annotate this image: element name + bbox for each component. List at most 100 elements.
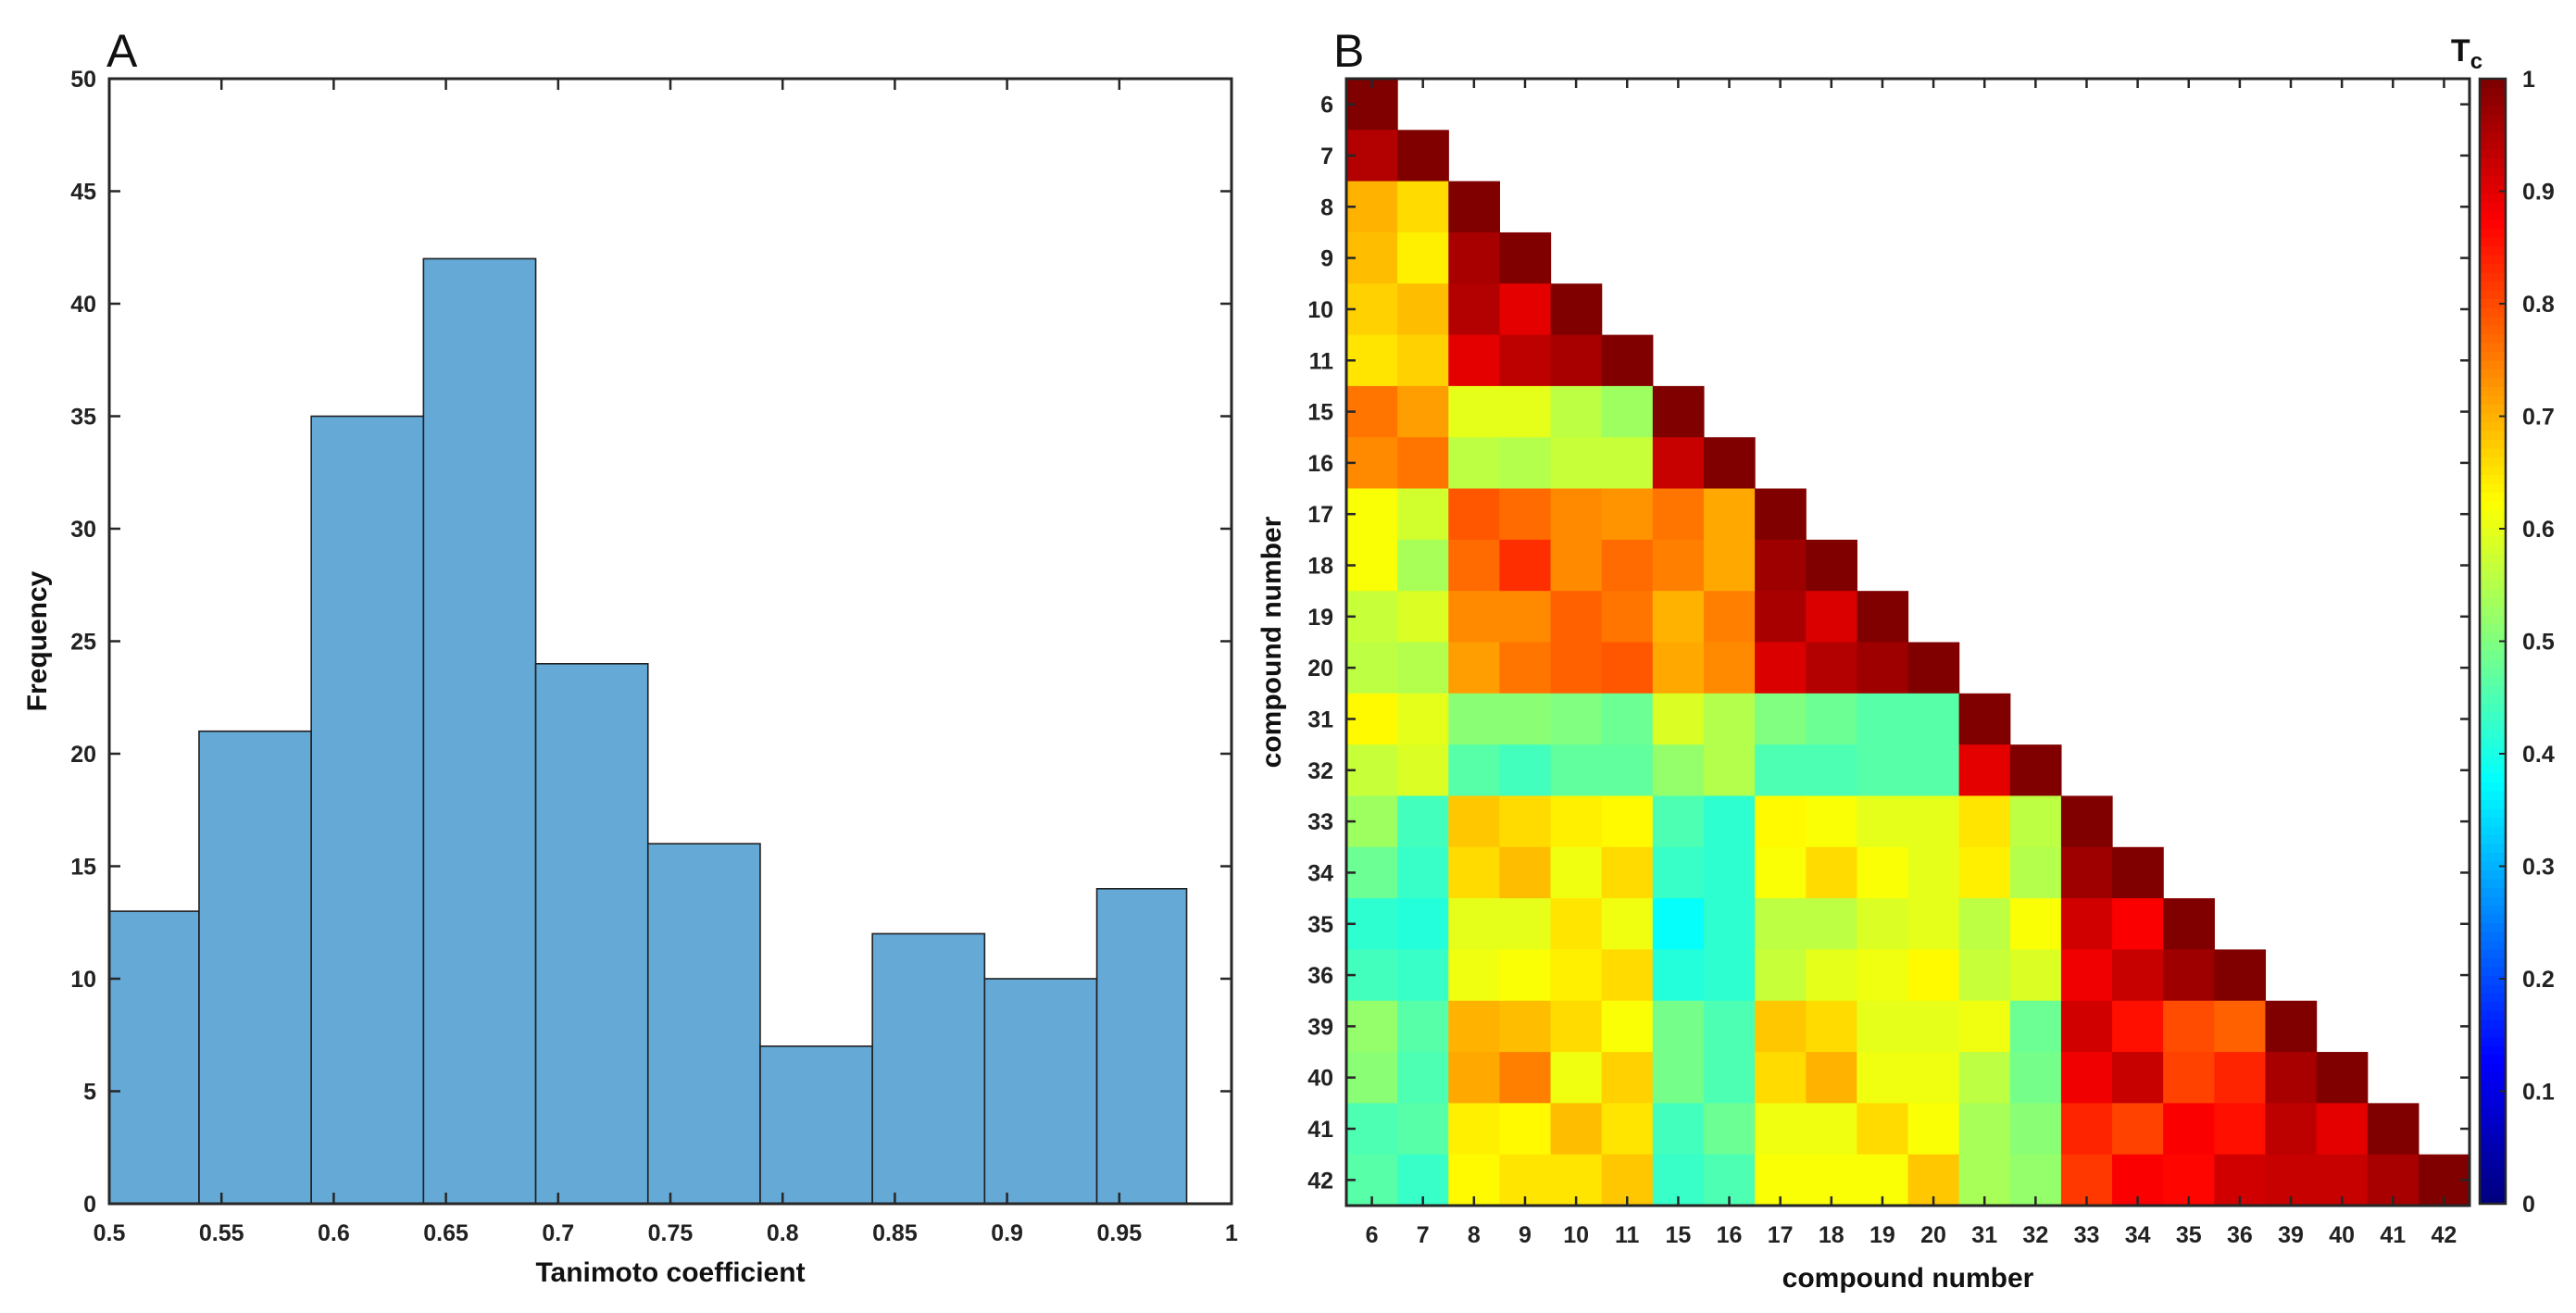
colorbar-segment bbox=[2480, 1019, 2506, 1029]
heatmap-cell bbox=[2163, 949, 2215, 1002]
heatmap-cell bbox=[2060, 1052, 2113, 1104]
heatmap-cell bbox=[1958, 1000, 2011, 1053]
heatmap-cell bbox=[1652, 795, 1705, 848]
heatmap-cell bbox=[1755, 591, 1807, 644]
heatmap-cell bbox=[1550, 846, 1603, 899]
heatmap-y-tick-label: 18 bbox=[1307, 554, 1333, 580]
heatmap-cell bbox=[1448, 1000, 1501, 1053]
heatmap-cell bbox=[1448, 488, 1501, 541]
heatmap-cell bbox=[1397, 846, 1449, 899]
colorbar-segment bbox=[2480, 306, 2506, 318]
heatmap-cell bbox=[1907, 795, 1960, 848]
heatmap-cell bbox=[1397, 283, 1449, 336]
heatmap-cell bbox=[1755, 693, 1807, 745]
colorbar-segment bbox=[2480, 649, 2506, 660]
colorbar-segment bbox=[2480, 852, 2506, 862]
colorbar-segment bbox=[2480, 518, 2506, 528]
colorbar-segment bbox=[2480, 1001, 2506, 1011]
heatmap-cell bbox=[1601, 744, 1654, 797]
heatmap-cell bbox=[1907, 898, 1960, 951]
heatmap-cell bbox=[2112, 1103, 2164, 1156]
heatmap-cell bbox=[1703, 1052, 1756, 1104]
heatmap-y-tick-label: 40 bbox=[1307, 1066, 1333, 1092]
heatmap-cell bbox=[1652, 846, 1705, 899]
colorbar-segment bbox=[2480, 1089, 2506, 1099]
colorbar-segment bbox=[2480, 298, 2506, 308]
colorbar-segment bbox=[2480, 615, 2506, 625]
histogram-y-tick-label: 20 bbox=[70, 742, 96, 768]
heatmap-cell bbox=[1755, 898, 1807, 951]
colorbar-segment bbox=[2480, 404, 2506, 414]
colorbar-segment bbox=[2480, 113, 2506, 124]
histogram-x-tick-label: 0.8 bbox=[767, 1220, 799, 1246]
heatmap-x-tick-label: 7 bbox=[1417, 1222, 1430, 1248]
colorbar-segment bbox=[2480, 878, 2506, 889]
heatmap-cell bbox=[1755, 539, 1807, 592]
histogram-x-tick-label: 0.95 bbox=[1096, 1220, 1142, 1246]
heatmap-cell bbox=[1499, 488, 1552, 541]
histogram-x-tick-label: 0.6 bbox=[318, 1220, 350, 1246]
heatmap-cell bbox=[1755, 1052, 1807, 1104]
heatmap-cell bbox=[1499, 693, 1552, 745]
colorbar-segment bbox=[2480, 948, 2506, 959]
histogram-bar bbox=[534, 662, 649, 1205]
heatmap-cell bbox=[1907, 949, 1960, 1002]
heatmap-cell bbox=[2009, 795, 2062, 848]
heatmap-cell bbox=[2163, 1052, 2215, 1104]
heatmap-y-tick-label: 32 bbox=[1307, 758, 1333, 784]
colorbar-tick-label: 0.7 bbox=[2522, 405, 2555, 431]
colorbar-segment bbox=[2480, 931, 2506, 942]
heatmap-cell bbox=[1601, 846, 1654, 899]
heatmap-cell bbox=[1550, 1103, 1603, 1156]
heatmap-cell bbox=[1806, 1103, 1857, 1156]
colorbar-segment bbox=[2480, 228, 2506, 238]
histogram-bar bbox=[646, 843, 761, 1205]
heatmap-cell bbox=[1601, 385, 1654, 438]
colorbar-segment bbox=[2480, 905, 2506, 915]
colorbar-segment bbox=[2480, 597, 2506, 607]
heatmap-y-tick-label: 42 bbox=[1307, 1168, 1333, 1194]
colorbar-segment bbox=[2480, 474, 2506, 484]
histogram-y-tick-label: 0 bbox=[83, 1192, 96, 1218]
heatmap-cell bbox=[1550, 283, 1603, 336]
heatmap-cell bbox=[1907, 846, 1960, 899]
heatmap-y-tick-label: 7 bbox=[1320, 144, 1333, 169]
heatmap-y-tick-label: 36 bbox=[1307, 963, 1333, 989]
heatmap-cell bbox=[1448, 591, 1501, 644]
heatmap-cell bbox=[1652, 1103, 1705, 1156]
heatmap-y-tick-label: 6 bbox=[1320, 93, 1333, 119]
colorbar-segment bbox=[2480, 386, 2506, 396]
heatmap-cell bbox=[2009, 846, 2062, 899]
heatmap-x-tick-label: 31 bbox=[1971, 1222, 1997, 1248]
colorbar-segment bbox=[2480, 895, 2506, 907]
histogram-bar bbox=[871, 932, 986, 1205]
heatmap-cell bbox=[1601, 898, 1654, 951]
heatmap-cell bbox=[1703, 949, 1756, 1002]
heatmap-cell bbox=[1448, 231, 1501, 284]
colorbar-segment bbox=[2480, 236, 2506, 247]
heatmap-y-tick-label: 41 bbox=[1307, 1117, 1333, 1143]
heatmap-y-tick-label: 35 bbox=[1307, 912, 1333, 938]
colorbar-segment bbox=[2480, 95, 2506, 106]
heatmap-cell bbox=[1652, 591, 1705, 644]
heatmap-cell bbox=[1397, 539, 1449, 592]
heatmap-x-tick-label: 41 bbox=[2380, 1222, 2406, 1248]
histogram-x-tick-label: 1 bbox=[1225, 1220, 1238, 1246]
heatmap-x-tick-label: 35 bbox=[2176, 1222, 2202, 1248]
colorbar-title-main: T bbox=[2451, 33, 2470, 69]
heatmap-cell bbox=[2265, 1103, 2318, 1156]
heatmap-cell bbox=[1652, 488, 1705, 541]
heatmap-cell bbox=[2163, 1103, 2215, 1156]
heatmap-cell bbox=[1499, 949, 1552, 1002]
histogram-y-tick-label: 25 bbox=[70, 630, 96, 656]
colorbar-segment bbox=[2480, 183, 2506, 194]
colorbar: 0 0.1 0.2 0.3 0.4 0.5 0.6 0.7 0.8 0.9 1 bbox=[2478, 67, 2555, 1218]
colorbar-segment bbox=[2480, 570, 2506, 581]
heatmap-cell bbox=[1907, 693, 1960, 745]
colorbar-segment bbox=[2480, 263, 2506, 273]
colorbar-segment bbox=[2480, 421, 2506, 431]
heatmap-cell bbox=[1806, 795, 1857, 848]
heatmap-axes: 6 6 7 7 8 8 9 9 10 10 11 11 15 15 16 16 17 17 18 18 19 19 20 20… bbox=[1307, 77, 2471, 1248]
panel-label-b: B bbox=[1333, 25, 1364, 77]
heatmap-cell bbox=[1448, 642, 1501, 694]
